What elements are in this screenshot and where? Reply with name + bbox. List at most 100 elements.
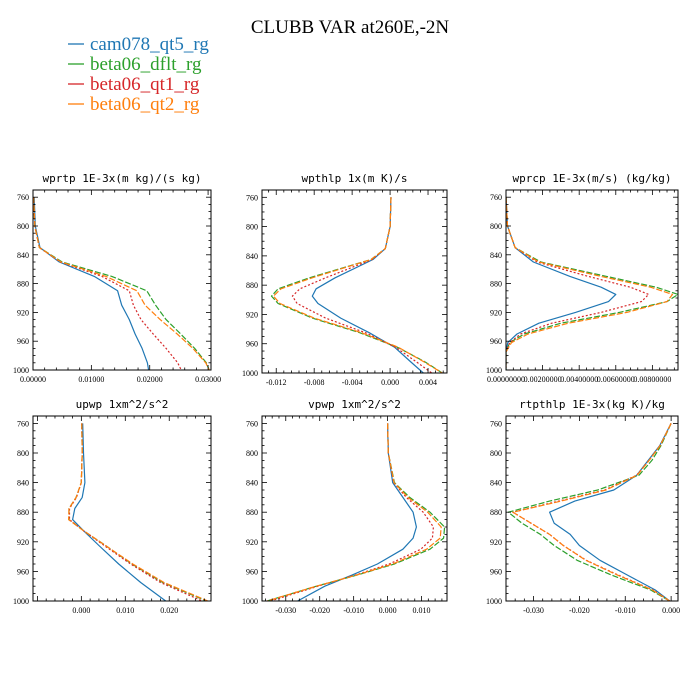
- y-tick-label: 880: [246, 281, 258, 290]
- panel-title: wprtp 1E-3x(m kg)/(s kg): [43, 172, 202, 185]
- panel-4: upwp 1xm^2/s^2 760 800 840 880 920 960 1000 0.00…: [13, 398, 212, 615]
- series-line-2: [270, 197, 443, 373]
- legend-entry: beta06_dflt_rg: [90, 54, 202, 75]
- plot-frame: [32, 415, 212, 602]
- panel-title: wpthlp 1x(m K)/s: [302, 172, 408, 185]
- x-tick-label: -0.008: [304, 378, 325, 387]
- series-line-4: [67, 423, 209, 601]
- y-tick-label: 760: [17, 419, 29, 428]
- series-line-1: [33, 197, 150, 370]
- y-tick-label: 960: [17, 567, 29, 576]
- x-tick-label: 0.03000: [195, 375, 221, 384]
- series-line-1: [311, 197, 424, 373]
- x-tick-label: -0.004: [342, 378, 363, 387]
- series-line-4: [512, 423, 672, 601]
- panel-title: rtpthlp 1E-3x(kg K)/kg: [519, 398, 665, 411]
- y-tick-label: 1000: [13, 597, 29, 606]
- x-tick-label: 0.00200000: [524, 375, 562, 384]
- x-tick-label: 0.00000000: [487, 375, 525, 384]
- y-tick-label: 880: [490, 280, 502, 289]
- series-line-4: [266, 423, 442, 601]
- y-tick-label: 920: [17, 308, 29, 317]
- plot-frame: [261, 189, 448, 374]
- panel-title: vpwp 1xm^2/s^2: [308, 398, 401, 411]
- x-tick-label: 0.00600000: [597, 375, 635, 384]
- y-tick-label: 760: [246, 419, 258, 428]
- x-tick-label: 0.000: [662, 606, 680, 615]
- series-line-3: [291, 197, 433, 373]
- panel-6: rtpthlp 1E-3x(kg K)/kg 760 800 840 880 920 960…: [486, 398, 680, 615]
- x-tick-label: 0.02000: [137, 375, 163, 384]
- series-line-4: [33, 197, 210, 370]
- y-tick-label: 760: [490, 193, 502, 202]
- y-tick-label: 760: [17, 193, 29, 202]
- plot-frame: [261, 415, 448, 602]
- y-tick-label: 840: [17, 251, 29, 260]
- legend-entry: beta06_qt1_rg: [90, 74, 200, 95]
- y-tick-label: 760: [490, 419, 502, 428]
- legend: cam078_qt5_rgbeta06_dflt_rgbeta06_qt1_rg…: [68, 34, 209, 115]
- x-tick-label: 0.01000: [78, 375, 104, 384]
- x-tick-label: -0.020: [309, 606, 330, 615]
- y-tick-label: 800: [17, 222, 29, 231]
- series-line-2: [33, 197, 210, 370]
- series-line-2: [507, 423, 672, 601]
- series-line-2: [68, 423, 207, 601]
- panel-title: wprcp 1E-3x(m/s) (kg/kg): [513, 172, 672, 185]
- y-tick-label: 1000: [242, 597, 258, 606]
- y-tick-label: 960: [490, 337, 502, 346]
- x-tick-label: 0.000: [72, 606, 90, 615]
- series-line-3: [270, 423, 434, 601]
- plot-frame: [32, 189, 212, 371]
- y-tick-label: 1000: [13, 366, 29, 375]
- series-line-3: [33, 197, 182, 370]
- x-tick-label: -0.010: [343, 606, 364, 615]
- y-tick-label: 920: [246, 310, 258, 319]
- y-tick-label: 880: [246, 508, 258, 517]
- figure-title: CLUBB VAR at260E,-2N: [251, 17, 450, 38]
- panel-5: vpwp 1xm^2/s^2 760 800 840 880 920 960 1000 -0.0…: [242, 398, 448, 615]
- x-tick-label: -0.030: [275, 606, 296, 615]
- x-tick-label: 0.00800000: [633, 375, 671, 384]
- y-tick-label: 840: [17, 479, 29, 488]
- x-tick-label: -0.010: [615, 606, 636, 615]
- plot-frame: [505, 415, 679, 602]
- y-tick-label: 880: [17, 280, 29, 289]
- y-tick-label: 920: [490, 538, 502, 547]
- y-tick-label: 840: [246, 252, 258, 261]
- y-tick-label: 800: [246, 223, 258, 232]
- x-tick-label: 0.00400000: [560, 375, 598, 384]
- y-tick-label: 800: [246, 449, 258, 458]
- panel-title: upwp 1xm^2/s^2: [76, 398, 169, 411]
- y-tick-label: 960: [17, 337, 29, 346]
- y-tick-label: 920: [17, 538, 29, 547]
- x-tick-label: -0.020: [569, 606, 590, 615]
- y-tick-label: 960: [246, 567, 258, 576]
- x-tick-label: -0.030: [523, 606, 544, 615]
- legend-entry: beta06_qt2_rg: [90, 94, 200, 115]
- y-tick-label: 800: [17, 449, 29, 458]
- series-line-1: [548, 423, 672, 601]
- legend-entry: cam078_qt5_rg: [90, 34, 209, 55]
- y-tick-label: 880: [17, 508, 29, 517]
- y-tick-label: 960: [246, 340, 258, 349]
- series-line-3: [68, 423, 203, 601]
- x-tick-label: 0.00000: [20, 375, 46, 384]
- x-tick-label: 0.004: [419, 378, 437, 387]
- y-tick-label: 840: [490, 479, 502, 488]
- y-tick-label: 1000: [486, 597, 502, 606]
- y-tick-label: 1000: [486, 366, 502, 375]
- x-tick-label: -0.012: [266, 378, 287, 387]
- y-tick-label: 760: [246, 193, 258, 202]
- series-line-4: [506, 197, 674, 370]
- x-tick-label: 0.000: [379, 606, 397, 615]
- panel-3: wprcp 1E-3x(m/s) (kg/kg) 760 800 840 880 920 9…: [486, 172, 679, 384]
- x-tick-label: 0.010: [116, 606, 134, 615]
- panel-1: wprtp 1E-3x(m kg)/(s kg) 760 800 840 880 920 9…: [13, 172, 221, 384]
- y-tick-label: 840: [246, 479, 258, 488]
- y-tick-label: 880: [490, 508, 502, 517]
- y-tick-label: 920: [246, 538, 258, 547]
- x-tick-label: 0.010: [413, 606, 431, 615]
- y-tick-label: 1000: [242, 369, 258, 378]
